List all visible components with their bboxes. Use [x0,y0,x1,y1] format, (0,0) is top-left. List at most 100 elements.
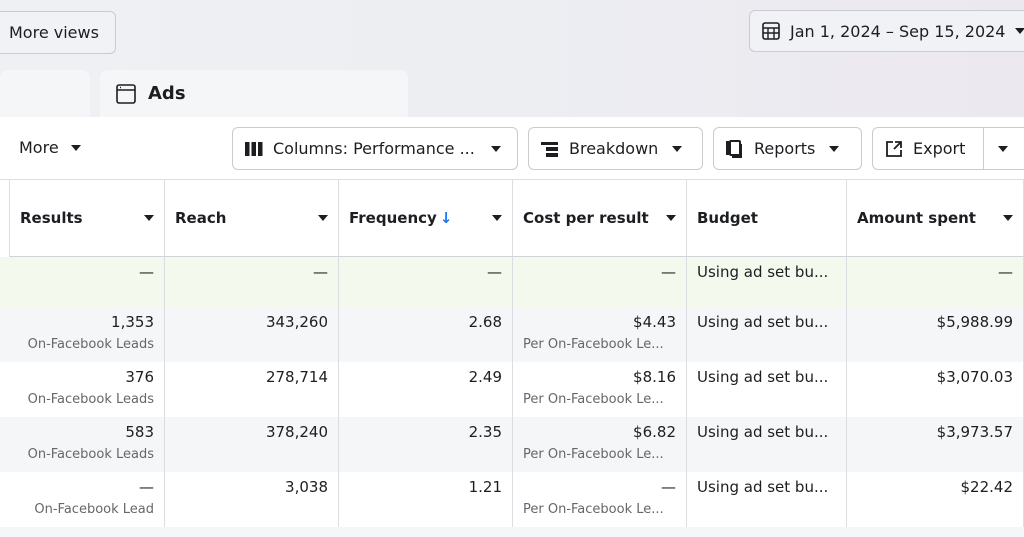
header-area: More views Jan 1, 2024 – Sep 15, 2024 Ad… [0,0,1024,117]
chevron-down-icon [490,145,501,152]
cell-frequency: 2.68 [339,307,513,362]
column-header-reach[interactable]: Reach [165,180,339,257]
tab-previous[interactable] [0,70,90,117]
cell-subtext: Per On-Facebook Le... [523,392,664,407]
sort-descending-icon: ↓ [439,209,453,227]
column-header-label: Reach [175,209,226,227]
cell-value: $3,973.57 [936,423,1013,441]
cell-value: 2.68 [468,313,502,331]
header-text: Amount spent [857,209,976,227]
cell-value: 1,353 [111,313,154,331]
export-button[interactable]: Export [872,127,1024,170]
chevron-down-icon[interactable] [318,215,328,221]
cell-value: 376 [125,368,154,386]
more-views-button[interactable]: More views [0,11,116,54]
cell-subtext: On-Facebook Leads [27,447,154,462]
cell-value: $22.42 [960,478,1014,496]
cell-value: 2.35 [468,423,502,441]
more-views-label: More views [9,23,99,42]
reports-button[interactable]: Reports [713,127,862,170]
cell-amount-spent: $3,973.57 [847,417,1024,472]
cell-value: — [661,263,676,281]
cell-amount-spent: — [847,257,1024,307]
cell-cost-per-result: $6.82 Per On-Facebook Le... [513,417,687,472]
table-row[interactable]: 376 On-Facebook Leads 278,714 2.49 $8.16 Per … [0,362,1024,417]
cell-cost-per-result: $4.43 Per On-Facebook Le... [513,307,687,362]
table-row[interactable]: 583 On-Facebook Leads 378,240 2.35 $6.82 Per … [0,417,1024,472]
cell-cost-per-result: $8.16 Per On-Facebook Le... [513,362,687,417]
cell-results: 1,353 On-Facebook Leads [10,307,165,362]
chevron-down-icon[interactable] [1003,215,1013,221]
column-header-frequency[interactable]: Frequency ↓ [339,180,513,257]
cell-value: 378,240 [265,423,328,441]
cell-value: — [139,478,154,496]
cell-subtext: Per On-Facebook Le... [523,447,664,462]
cell-value: 583 [125,423,154,441]
cell-reach: 343,260 [165,307,339,362]
cell-reach: 3,038 [165,472,339,527]
cell-value: $5,988.99 [936,313,1013,331]
cell-value: — [487,263,502,281]
more-button[interactable]: More [19,138,81,157]
cell-value: Using ad set bu... [697,368,829,386]
table-row[interactable]: — On-Facebook Lead 3,038 1.21 — Per On-Facebo… [0,472,1024,527]
cell-results: 583 On-Facebook Leads [10,417,165,472]
cell-budget: Using ad set bu... [687,362,847,417]
cell-value: $6.82 [633,423,676,441]
cell-value: Using ad set bu... [697,313,829,331]
cell-budget: Using ad set bu... [687,257,847,307]
cell-budget: Using ad set bu... [687,472,847,527]
chevron-down-icon[interactable] [666,215,676,221]
breakdown-button[interactable]: Breakdown [528,127,703,170]
cell-value: 3,038 [285,478,328,496]
columns-button[interactable]: Columns: Performance ... [232,127,518,170]
header-text: Cost per result [523,209,649,227]
header-text: Reach [175,209,227,227]
column-header-label: Frequency ↓ [349,209,452,227]
cell-results: — [10,257,165,307]
export-icon [885,140,903,158]
chevron-down-icon [1015,28,1024,34]
column-header-cost-per-result[interactable]: Cost per result [513,180,687,257]
tab-ads-label: Ads [148,83,186,104]
table-row[interactable]: — — — — Using ad set bu... — [0,257,1024,307]
chevron-down-icon [672,145,683,152]
cell-subtext: On-Facebook Leads [27,337,154,352]
breakdown-icon [541,141,559,157]
header-text: Budget [697,209,758,227]
column-header-amount-spent[interactable]: Amount spent [847,180,1024,257]
cell-value: 343,260 [265,313,328,331]
toolbar: More Columns: Performance ... Breakdown … [0,117,1024,180]
cell-frequency: — [339,257,513,307]
chevron-down-icon [70,144,81,151]
cell-frequency: 2.35 [339,417,513,472]
reports-icon [726,139,744,158]
table-row[interactable]: 1,353 On-Facebook Leads 343,260 2.68 $4.43 Pe… [0,307,1024,362]
cell-budget: Using ad set bu... [687,307,847,362]
column-header-label: Results [20,209,83,227]
cell-subtext: On-Facebook Leads [27,392,154,407]
cell-subtext: Per On-Facebook Le... [523,337,664,352]
header-text: Results [20,209,83,227]
table-row[interactable] [0,527,1024,537]
tab-ads[interactable]: Ads [100,70,408,117]
cell-reach: — [165,257,339,307]
column-header-label: Amount spent [857,209,976,227]
cell-cost-per-result: — [513,257,687,307]
date-range-picker[interactable]: Jan 1, 2024 – Sep 15, 2024 [749,10,1024,52]
cell-frequency: 2.49 [339,362,513,417]
cell-value: — [661,478,676,496]
chevron-down-icon [829,145,840,152]
chevron-down-icon[interactable] [492,215,502,221]
chevron-down-icon[interactable] [144,215,154,221]
cell-value: $4.43 [633,313,676,331]
cell-value: Using ad set bu... [697,263,829,281]
cell-cost-per-result: — Per On-Facebook Le... [513,472,687,527]
column-header-budget[interactable]: Budget [687,180,847,257]
cell-value: $3,070.03 [936,368,1013,386]
cell-amount-spent: $5,988.99 [847,307,1024,362]
column-header-results[interactable]: Results [10,180,165,257]
export-dropdown[interactable] [983,128,1024,169]
cell-frequency: 1.21 [339,472,513,527]
cell-subtext: Per On-Facebook Le... [523,502,664,517]
